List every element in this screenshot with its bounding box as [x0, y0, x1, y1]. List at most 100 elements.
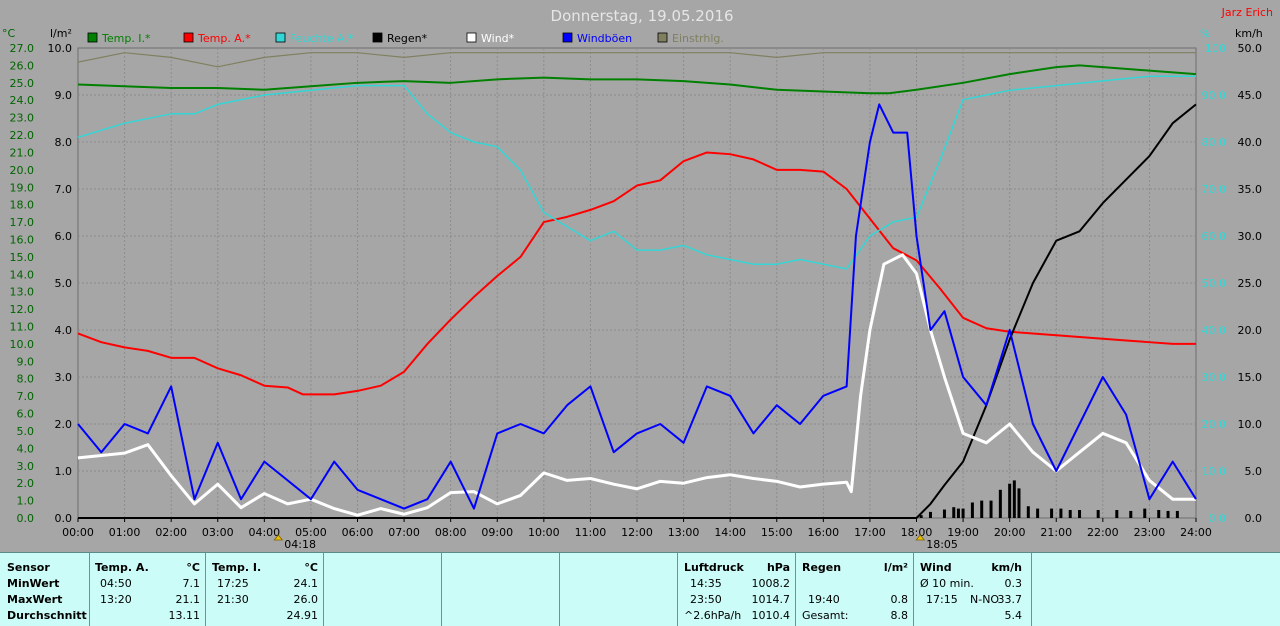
temp-axis-tick-label: 19.0 — [10, 181, 35, 194]
x-tick-label: 00:00 — [62, 526, 94, 539]
legend-swatch — [562, 32, 573, 43]
legend-label: Regen* — [387, 32, 428, 45]
series-line-temp-i — [77, 64, 1197, 95]
wind-axis-tick-label: 20.0 — [1238, 324, 1263, 337]
humidity-axis-tick-label: 90.0 — [1202, 89, 1227, 102]
temp-axis-tick-label: 16.0 — [10, 233, 35, 246]
legend-label: Windböen — [577, 32, 632, 45]
legend-swatch — [657, 32, 668, 43]
temp-i-avg-value: 24.91 — [286, 609, 319, 622]
author-label: Jarz Erich — [1221, 6, 1273, 19]
x-tick-label: 07:00 — [388, 526, 420, 539]
temp-a-max-value: 21.1 — [175, 593, 201, 606]
temp-axis-tick-label: 7.0 — [17, 390, 35, 403]
temp-axis-tick-label: 1.0 — [17, 495, 35, 508]
divider — [441, 553, 442, 626]
x-tick-label: 18:00 — [901, 526, 933, 539]
rain-axis-tick-label: 2.0 — [55, 418, 73, 431]
rain-bar — [1143, 508, 1147, 518]
x-tick-label: 16:00 — [807, 526, 839, 539]
x-tick-label: 24:00 — [1180, 526, 1212, 539]
statistics-panel: Sensor MinWert MaxWert Durchschnitt Temp… — [0, 552, 1280, 626]
divider — [89, 553, 90, 626]
x-tick-label: 08:00 — [435, 526, 467, 539]
humidity-axis-tick-label: 70.0 — [1202, 183, 1227, 196]
wind-max-time: 17:15 — [926, 593, 958, 606]
temp-axis-tick-label: 11.0 — [10, 321, 35, 334]
temp-a-avg-value: 13.11 — [168, 609, 201, 622]
regen-header: Regen — [802, 561, 842, 574]
plot-area — [77, 47, 1197, 519]
x-tick-label: 19:00 — [947, 526, 979, 539]
rain-axis-tick-label: 9.0 — [55, 89, 73, 102]
x-tick-label: 21:00 — [1040, 526, 1072, 539]
rain-bar — [942, 509, 946, 518]
legend-label: Temp. A.* — [197, 32, 251, 45]
x-tick-label: 09:00 — [481, 526, 513, 539]
temp-axis-tick-label: 25.0 — [10, 77, 35, 90]
temp-axis-tick-label: 27.0 — [10, 42, 35, 55]
rain-axis-tick-label: 6.0 — [55, 230, 73, 243]
wind-axis-tick-label: 30.0 — [1238, 230, 1263, 243]
sun-marker-label: 04:18 — [284, 538, 316, 551]
wind-header: Wind — [920, 561, 952, 574]
wind-axis-tick-label: 10.0 — [1238, 418, 1263, 431]
regen-total-label: Gesamt: — [802, 609, 849, 622]
series-line-windb-en — [77, 103, 1197, 510]
rain-axis-tick-label: 1.0 — [55, 465, 73, 478]
rain-bar — [928, 511, 932, 518]
x-tick-label: 06:00 — [342, 526, 374, 539]
divider — [1031, 553, 1032, 626]
humidity-axis-tick-label: 20.0 — [1202, 418, 1227, 431]
x-tick-label: 14:00 — [714, 526, 746, 539]
temp-axis-tick-label: 22.0 — [10, 129, 35, 142]
rain-bar — [1115, 510, 1119, 518]
rain-bar — [1059, 508, 1063, 518]
divider — [205, 553, 206, 626]
humidity-axis-tick-label: 30.0 — [1202, 371, 1227, 384]
luftdruck-avg-value: 1010.4 — [751, 609, 791, 622]
temp-axis-tick-label: 10.0 — [10, 338, 35, 351]
humidity-axis-tick-label: 60.0 — [1202, 230, 1227, 243]
x-tick-label: 05:00 — [295, 526, 327, 539]
temp-axis-tick-label: 24.0 — [10, 94, 35, 107]
divider — [323, 553, 324, 626]
sunshine-line — [77, 52, 1196, 68]
rain-axis-tick-label: 7.0 — [55, 183, 73, 196]
wind-axis-tick-label: 45.0 — [1238, 89, 1263, 102]
divider — [677, 553, 678, 626]
regen-unit: l/m² — [883, 561, 908, 574]
sun-marker-icon — [915, 534, 926, 541]
series-layer — [77, 52, 1197, 519]
x-tick-label: 12:00 — [621, 526, 653, 539]
wind-avg10-label: Ø 10 min. — [920, 577, 974, 590]
wind-axis-tick-label: 40.0 — [1238, 136, 1263, 149]
x-tick-label: 11:00 — [575, 526, 607, 539]
legend-swatch — [183, 32, 194, 43]
legend-swatch — [275, 32, 286, 43]
x-tick-label: 02:00 — [155, 526, 187, 539]
rain-bar — [952, 507, 956, 518]
rain-bar — [956, 508, 960, 518]
rain-bar — [998, 489, 1002, 518]
rain-bar — [1157, 510, 1161, 518]
temp-axis-tick-label: 6.0 — [17, 408, 35, 421]
series-line-feuchte-a — [77, 75, 1196, 270]
series-line-wind — [77, 253, 1196, 517]
rain-axis-tick-label: 5.0 — [55, 277, 73, 290]
humidity-axis-tick-label: 50.0 — [1202, 277, 1227, 290]
temp-axis-tick-label: 18.0 — [10, 199, 35, 212]
humidity-axis-tick-label: 80.0 — [1202, 136, 1227, 149]
axes: 00:00 01:00 02:00 03:00 04:00 05:00 06:00 07:00… — [10, 42, 1263, 539]
rain-axis-tick-label: 10.0 — [48, 42, 73, 55]
temp-axis-tick-label: 21.0 — [10, 146, 35, 159]
rain-bar — [970, 502, 974, 518]
rain-axis-tick-label: 0.0 — [55, 512, 73, 525]
temp-axis-tick-label: 14.0 — [10, 268, 35, 281]
rain-bar — [1017, 488, 1021, 518]
temp-axis-tick-label: 12.0 — [10, 303, 35, 316]
row-label-min: MinWert — [7, 577, 60, 590]
temp-axis-tick-label: 20.0 — [10, 164, 35, 177]
rain-axis-tick-label: 4.0 — [55, 324, 73, 337]
temp-axis-tick-label: 4.0 — [17, 442, 35, 455]
